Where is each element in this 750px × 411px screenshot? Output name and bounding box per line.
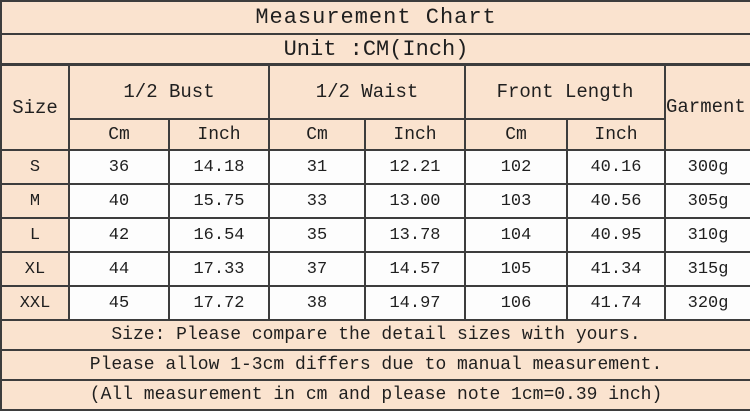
- bust-inch-value: 17.33: [168, 251, 270, 287]
- table-row-xxl: XXL 45 17.72 38 14.97 106 41.74 320g: [0, 285, 750, 321]
- sub-header-row: Cm Inch Cm Inch Cm Inch: [1, 118, 750, 151]
- front-inch-value: 40.95: [566, 217, 666, 253]
- column-header-front-length: Front Length: [464, 63, 666, 120]
- size-value: XL: [0, 251, 70, 287]
- waist-inch-value: 12.21: [364, 149, 466, 185]
- subheader-front-cm: Cm: [464, 118, 568, 151]
- title-row: Measurement Chart: [0, 0, 750, 35]
- size-value: S: [0, 149, 70, 185]
- waist-cm-value: 33: [268, 183, 366, 219]
- front-cm-value: 102: [464, 149, 568, 185]
- waist-inch-value: 14.97: [364, 285, 466, 321]
- front-inch-value: 41.74: [566, 285, 666, 321]
- bust-cm-value: 36: [68, 149, 170, 185]
- table-row-xl: XL 44 17.33 37 14.57 105 41.34 315g: [0, 251, 750, 287]
- weight-value: 305g: [663, 183, 750, 219]
- subheader-waist-inch: Inch: [364, 118, 466, 151]
- bust-cm-value: 44: [68, 251, 170, 287]
- bust-inch-value: 17.72: [168, 285, 270, 321]
- group-header-row: Size 1/2 Bust 1/2 Waist Front Length Gar…: [0, 63, 750, 151]
- weight-value: 300g: [663, 149, 750, 185]
- note-row-conversion: (All measurement in cm and please note 1…: [0, 379, 750, 411]
- front-inch-value: 40.56: [566, 183, 666, 219]
- bust-inch-value: 14.18: [168, 149, 270, 185]
- note-row-compare: Size: Please compare the detail sizes wi…: [0, 319, 750, 351]
- bust-inch-value: 16.54: [168, 217, 270, 253]
- weight-value: 315g: [663, 251, 750, 287]
- waist-cm-value: 38: [268, 285, 366, 321]
- table-row-l: L 42 16.54 35 13.78 104 40.95 310g: [0, 217, 750, 253]
- weight-value: 320g: [663, 285, 750, 321]
- waist-inch-value: 13.78: [364, 217, 466, 253]
- waist-inch-value: 13.00: [364, 183, 466, 219]
- column-header-waist: 1/2 Waist: [268, 63, 466, 120]
- front-cm-value: 106: [464, 285, 568, 321]
- front-cm-value: 104: [464, 217, 568, 253]
- page-title: Measurement Chart: [0, 0, 750, 35]
- subheader-waist-cm: Cm: [268, 118, 366, 151]
- unit-row: Unit :CM(Inch): [0, 33, 750, 66]
- size-value: XXL: [0, 285, 70, 321]
- table-row-m: M 40 15.75 33 13.00 103 40.56 305g: [0, 183, 750, 219]
- note-text: Size: Please compare the detail sizes wi…: [0, 319, 750, 351]
- bust-inch-value: 15.75: [168, 183, 270, 219]
- bust-cm-value: 45: [68, 285, 170, 321]
- column-header-garment-weight: Garment Weight: [663, 63, 750, 151]
- front-cm-value: 103: [464, 183, 568, 219]
- waist-inch-value: 14.57: [364, 251, 466, 287]
- size-value: L: [0, 217, 70, 253]
- subheader-bust-cm: Cm: [68, 118, 170, 151]
- unit-label: Unit :CM(Inch): [0, 33, 750, 66]
- front-cm-value: 105: [464, 251, 568, 287]
- note-row-tolerance: Please allow 1-3cm differs due to manual…: [0, 349, 750, 381]
- weight-value: 310g: [663, 217, 750, 253]
- front-inch-value: 41.34: [566, 251, 666, 287]
- waist-cm-value: 37: [268, 251, 366, 287]
- note-text: Please allow 1-3cm differs due to manual…: [0, 349, 750, 381]
- column-header-size: Size: [0, 63, 70, 151]
- bust-cm-value: 42: [68, 217, 170, 253]
- front-inch-value: 40.16: [566, 149, 666, 185]
- bust-cm-value: 40: [68, 183, 170, 219]
- size-value: M: [0, 183, 70, 219]
- table-row-s: S 36 14.18 31 12.21 102 40.16 300g: [0, 149, 750, 185]
- subheader-front-inch: Inch: [566, 118, 666, 151]
- subheader-bust-inch: Inch: [168, 118, 270, 151]
- waist-cm-value: 31: [268, 149, 366, 185]
- note-text: (All measurement in cm and please note 1…: [0, 379, 750, 411]
- column-header-bust: 1/2 Bust: [68, 63, 270, 120]
- waist-cm-value: 35: [268, 217, 366, 253]
